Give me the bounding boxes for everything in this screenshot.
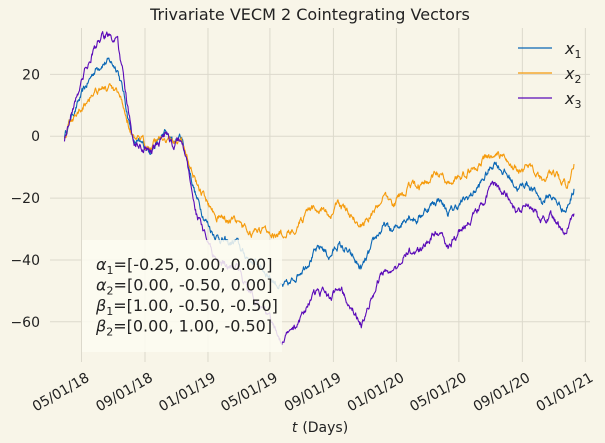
y-axis: 20 0 −20 −40 −60 bbox=[10, 67, 40, 330]
legend-label-x1: x1 bbox=[564, 39, 581, 61]
legend-label-x2: x2 bbox=[564, 64, 581, 86]
y-tick-label: 0 bbox=[31, 129, 40, 145]
y-tick-label: −40 bbox=[10, 253, 40, 269]
annotation-text: =[0.00, 1.00, -0.50] bbox=[113, 317, 272, 336]
annotation-symbol: α bbox=[96, 255, 107, 274]
legend-label-base: x bbox=[564, 39, 575, 58]
annotation-subscript: 1 bbox=[107, 264, 114, 277]
annotation-text: =[0.00, -0.50, 0.00] bbox=[114, 276, 273, 295]
x-axis-label-var: t bbox=[292, 420, 298, 436]
series-line-x1 bbox=[63, 57, 575, 290]
series-line-x3 bbox=[63, 31, 575, 346]
grid bbox=[50, 28, 590, 362]
annotation-text: =[-0.25, 0.00, 0.00] bbox=[114, 255, 273, 274]
annotation-line: β1=[1.00, -0.50, -0.50] bbox=[95, 296, 278, 318]
annotation-subscript: 2 bbox=[107, 285, 114, 298]
annotation-line: α2=[0.00, -0.50, 0.00] bbox=[96, 276, 272, 298]
legend-label-base: x bbox=[564, 64, 575, 83]
legend-label-sub: 2 bbox=[574, 73, 581, 86]
x-axis-label-unit: (Days) bbox=[302, 420, 348, 436]
annotation-line: α1=[-0.25, 0.00, 0.00] bbox=[96, 255, 272, 277]
legend-label-x3: x3 bbox=[564, 89, 581, 111]
annotation-symbol: α bbox=[96, 276, 107, 295]
y-tick-label: 20 bbox=[22, 67, 40, 83]
x-axis-label: t (Days) bbox=[292, 420, 348, 436]
annotation-subscript: 2 bbox=[106, 326, 113, 339]
annotation-subscript: 1 bbox=[106, 305, 113, 318]
chart-title: Trivariate VECM 2 Cointegrating Vectors bbox=[149, 5, 470, 24]
legend-label-base: x bbox=[564, 89, 575, 108]
annotation-line: β2=[0.00, 1.00, -0.50] bbox=[95, 317, 272, 339]
annotation-background bbox=[82, 240, 282, 352]
legend-label-sub: 1 bbox=[574, 48, 581, 61]
annotation-box: α1=[-0.25, 0.00, 0.00]α2=[0.00, -0.50, 0… bbox=[82, 240, 282, 352]
y-tick-label: −60 bbox=[10, 315, 40, 331]
legend-label-sub: 3 bbox=[574, 98, 581, 111]
annotation-text: =[1.00, -0.50, -0.50] bbox=[113, 296, 278, 315]
y-tick-label: −20 bbox=[10, 191, 40, 207]
annotation-symbol: β bbox=[95, 296, 106, 315]
series-lines bbox=[63, 31, 575, 346]
annotation-symbol: β bbox=[95, 317, 106, 336]
